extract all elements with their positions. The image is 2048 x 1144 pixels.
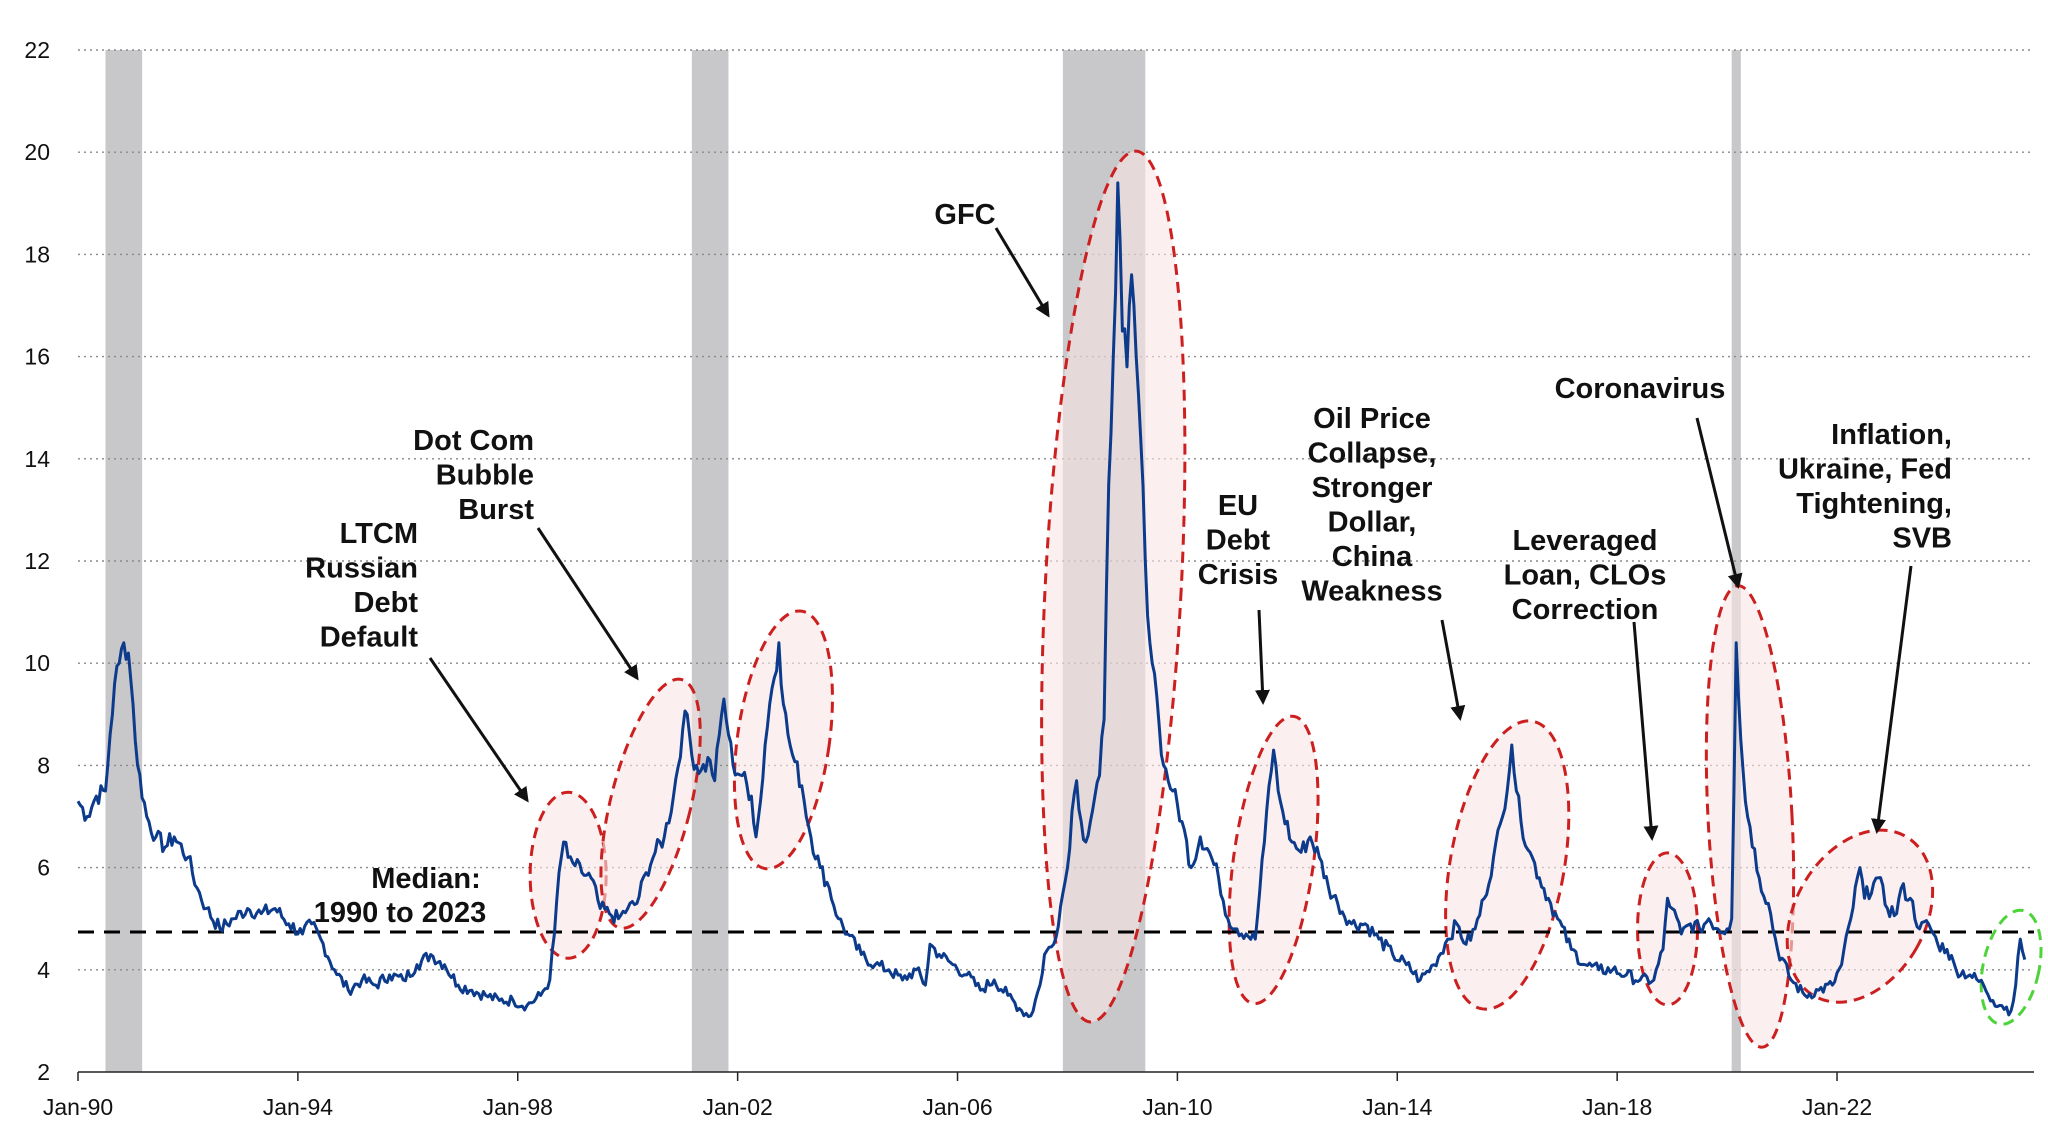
annotation-eu-line: Debt [1206, 525, 1271, 557]
annotation-ltcm-line: LTCM [340, 518, 418, 550]
annotation-covid-line: Coronavirus [1555, 373, 1726, 405]
annotation-dotcom-line: Bubble [436, 460, 534, 492]
annotation-lev-line: Correction [1512, 594, 1659, 626]
highlight-ellipse-2 [599, 677, 702, 930]
annotation-oil-line: Weakness [1301, 576, 1442, 608]
recession-band-1 [105, 50, 143, 1072]
highlight-ellipse-6 [1444, 719, 1571, 1011]
annotation-lev-arrow [1632, 621, 1659, 841]
y-tick-label: 10 [24, 650, 50, 676]
x-tick-label: Jan-02 [702, 1094, 772, 1120]
annotation-ltcm-line: Default [320, 622, 419, 654]
current-level-ellipse [1979, 908, 2043, 1026]
annotation-eu-line: EU [1218, 490, 1258, 522]
highlight-ellipse-1 [528, 790, 608, 960]
highlight-ellipse-4 [1040, 149, 1187, 1024]
series-group [76, 181, 2027, 1019]
annotation-ltcm-line: Russian [305, 553, 418, 585]
annotation-infl-line: Inflation, [1831, 419, 1952, 451]
y-tick-label: 22 [24, 37, 50, 63]
annotation-infl-line: Tightening, [1796, 488, 1952, 520]
annotation-dotcom-line: Burst [458, 494, 534, 526]
annotation-oil-line: China [1332, 541, 1413, 573]
annotation-ltcm-arrow [428, 657, 529, 803]
annotation-lev-line: Leveraged [1512, 525, 1657, 557]
annotation-infl-arrow [1871, 565, 1913, 834]
annotation-oil-line: Dollar, [1328, 507, 1417, 539]
annotation-oil-line: Stronger [1312, 472, 1433, 504]
annotation-oil-arrow [1440, 619, 1466, 721]
y-tick-label: 8 [37, 752, 50, 778]
annotation-infl-line: Ukraine, Fed [1778, 454, 1952, 486]
y-tick-label: 6 [37, 855, 50, 881]
highlight-ellipses [528, 149, 2043, 1049]
annotation-gfc-line: GFC [934, 199, 995, 231]
x-tick-label: Jan-22 [1802, 1094, 1872, 1120]
x-tick-label: Jan-10 [1142, 1094, 1212, 1120]
y-tick-label: 18 [24, 241, 50, 267]
recession-band-4 [1731, 50, 1741, 1072]
axes: 2 4 6 8 10 12 14 16 18 20 22 Jan-90 Jan-94 Jan-98 Jan-… [24, 37, 2034, 1120]
x-tick-label: Jan-90 [43, 1094, 113, 1120]
annotation-eu-arrow [1254, 609, 1270, 705]
annotation-lev-line: Loan, CLOs [1504, 560, 1667, 592]
y-tick-label: 2 [37, 1059, 50, 1085]
annotation-dotcom-line: Dot Com [413, 425, 534, 457]
x-tick-label: Jan-14 [1362, 1094, 1433, 1120]
x-tick-label: Jan-98 [483, 1094, 553, 1120]
x-tick-label: Jan-06 [922, 1094, 992, 1120]
annotation-infl-line: SVB [1892, 523, 1952, 555]
annotation-gfc-arrow [994, 227, 1050, 318]
annotation-oil-line: Collapse, [1308, 438, 1437, 470]
annotation-oil: Oil PriceCollapse,StrongerDollar,ChinaWe… [1301, 403, 1466, 721]
spread-series-line [76, 181, 2027, 1019]
annotation-ltcm-line: Debt [354, 587, 419, 619]
highlight-ellipse-8 [1704, 584, 1796, 1049]
highlight-ellipse-9 [1785, 828, 1935, 1004]
highlight-ellipse-3 [732, 609, 834, 871]
annotation-covid-arrow [1695, 417, 1743, 589]
y-tick-label: 16 [24, 344, 50, 370]
median-label-line1: Median: [371, 863, 481, 895]
x-tick-label: Jan-94 [263, 1094, 334, 1120]
x-tick-label: Jan-18 [1582, 1094, 1652, 1120]
annotation-gfc: GFC [934, 199, 1050, 318]
annotation-covid: Coronavirus [1555, 373, 1743, 589]
y-tick-label: 14 [24, 446, 50, 472]
y-tick-label: 4 [37, 957, 50, 983]
annotation-oil-line: Oil Price [1313, 403, 1431, 435]
y-tick-label: 20 [24, 139, 50, 165]
annotation-dotcom-arrow [536, 527, 639, 681]
annotation-eu-line: Crisis [1198, 559, 1279, 591]
y-tick-label: 12 [24, 548, 50, 574]
median-label-line2: 1990 to 2023 [314, 897, 487, 929]
highlight-ellipse-7 [1636, 851, 1700, 1007]
